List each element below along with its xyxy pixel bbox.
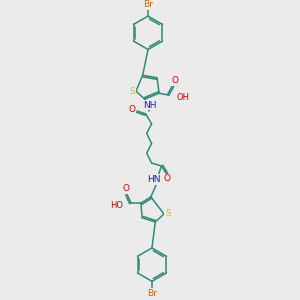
Text: Br: Br [143,0,153,9]
Text: OH: OH [177,93,190,102]
Text: O: O [164,174,171,183]
Text: NH: NH [143,100,156,109]
Text: O: O [128,106,136,115]
Text: S: S [165,209,171,218]
Text: S: S [129,87,135,96]
Text: O: O [123,184,130,193]
Text: Br: Br [147,289,157,298]
Text: HN: HN [147,175,160,184]
Text: HO: HO [110,201,123,210]
Text: O: O [171,76,178,85]
